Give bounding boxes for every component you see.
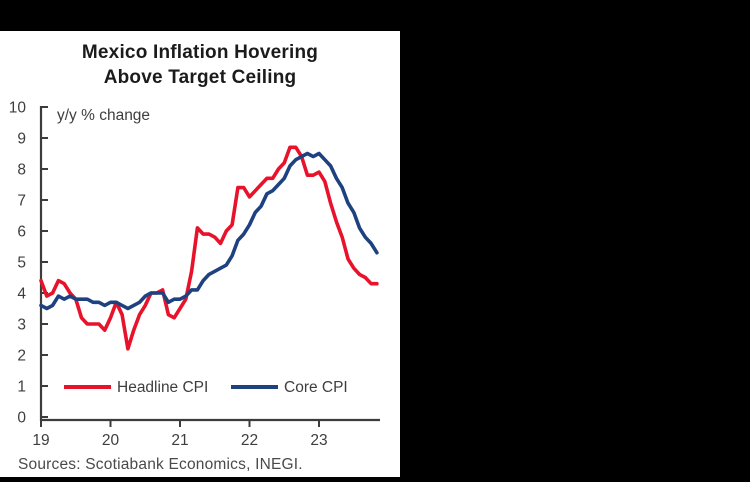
chart-panel: Mexico Inflation Hovering Above Target C… — [0, 31, 400, 477]
x-axis-tick-label: 23 — [310, 432, 327, 449]
chart-title-line2: Above Target Ceiling — [103, 67, 297, 88]
x-axis-tick-label: 19 — [32, 432, 49, 449]
source-note: Sources: Scotiabank Economics, INEGI. — [18, 456, 303, 473]
chart-title-line1: Mexico Inflation Hovering — [81, 42, 319, 63]
chart-title: Mexico Inflation Hovering Above Target C… — [0, 40, 400, 90]
series-layer — [39, 145, 379, 351]
headline-cpi-line — [39, 145, 379, 351]
y-axis-tick-label: 5 — [17, 255, 26, 272]
y-axis-tick-label: 7 — [17, 193, 26, 210]
y-axis-tick-label: 10 — [9, 100, 27, 117]
x-axis-tick-label: 20 — [102, 432, 120, 449]
y-axis-tick-label: 0 — [17, 410, 26, 427]
x-axis-tick-label: 21 — [171, 432, 188, 449]
legend-core-label: Core CPI — [284, 379, 348, 396]
y-axis-tick-label: 4 — [17, 286, 26, 303]
x-axis-tick-label: 22 — [241, 432, 258, 449]
yaxis-unit-annotation: y/y % change — [57, 107, 150, 124]
core-cpi-line — [39, 151, 379, 311]
y-axis-tick-label: 2 — [17, 348, 26, 365]
y-axis-tick-label: 1 — [17, 379, 26, 396]
y-axis-tick-label: 8 — [17, 162, 26, 179]
y-axis-tick-label: 6 — [17, 224, 26, 241]
y-axis-tick-label: 3 — [17, 317, 26, 334]
y-axis-tick-label: 9 — [17, 131, 26, 148]
legend: Headline CPI Core CPI — [64, 379, 348, 396]
legend-headline-label: Headline CPI — [117, 379, 208, 396]
